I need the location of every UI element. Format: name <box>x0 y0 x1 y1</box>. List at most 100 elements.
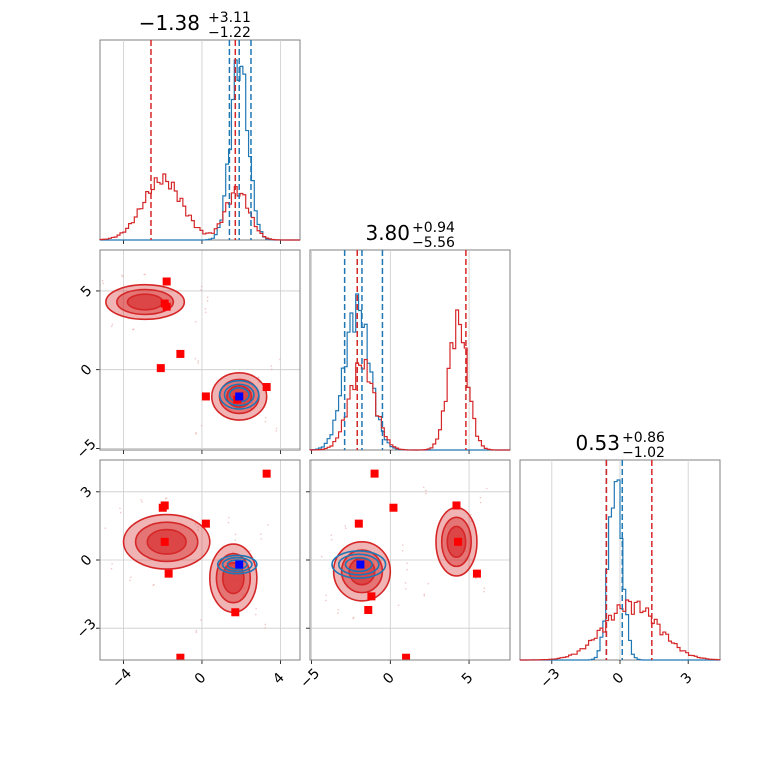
pair-p0-p2-xtick-label: 0 <box>192 670 210 688</box>
marginal-p0-frame <box>99 39 301 241</box>
pair-p0-p1-truth-a <box>235 392 244 401</box>
marginal-p0-hist-a <box>100 59 300 241</box>
pair-p1-p2-sample <box>475 577 477 580</box>
pair-p0-p2-sample <box>234 533 237 536</box>
pair-p0-p1-sample <box>250 407 252 409</box>
pair-p1-p2-contour-a-0-level-0 <box>331 550 387 579</box>
pair-p1-p2-sample <box>470 513 472 516</box>
title-p2: 0.53 <box>575 431 620 455</box>
title-p1-upper: +0.94 <box>412 220 455 236</box>
pair-p0-p1: −5 0 5 <box>74 249 301 462</box>
pair-p0-p2-sample <box>234 539 237 542</box>
pair-p0-p1-truth-b <box>176 349 185 358</box>
pair-p0-p2-xtick-label: −4 <box>109 666 135 692</box>
pair-p0-p2-sample <box>249 550 251 552</box>
pair-p1-p2-frame <box>309 459 511 661</box>
title-p1: 3.80 <box>365 221 410 245</box>
pair-p0-p2-sample <box>243 586 245 589</box>
pair-p1-p2-sample <box>479 496 482 499</box>
pair-p0-p2-sample <box>254 613 257 616</box>
pair-p1-p2-sample <box>406 562 408 565</box>
pair-p0-p1-truth-b <box>162 302 171 311</box>
pair-p1-p2-truth-b <box>389 503 398 512</box>
marginal-p1-hist-a <box>309 293 510 451</box>
pair-p0-p2-sample <box>264 623 267 626</box>
pair-p0-p1-sample <box>200 289 203 291</box>
marginal-p1-frame <box>309 249 511 451</box>
pair-p0-p1-sample <box>102 282 105 285</box>
pair-p0-p2-contour-a-0-level-0 <box>216 554 258 575</box>
pair-p1-p2-sample <box>464 557 467 560</box>
pair-p0-p1-sample <box>204 307 207 310</box>
pair-p0-p2-sample <box>197 526 200 528</box>
pair-p1-p2-contour-a-0-level-2 <box>344 556 374 573</box>
pair-p1-p2-sample <box>337 612 339 614</box>
pair-p0-p2-sample <box>129 576 132 578</box>
pair-p0-p1-sample <box>110 325 113 328</box>
pair-p0-p1-truth-b <box>156 364 165 373</box>
pair-p1-p2-sample <box>427 582 430 585</box>
pair-p1-p2-sample <box>479 501 482 504</box>
pair-p0-p2-sample <box>228 516 230 519</box>
marginal-p1 <box>309 249 511 454</box>
pair-p0-p1-sample <box>275 427 278 430</box>
pair-p1-p2-sample <box>425 489 427 492</box>
pair-p0-p1-sample <box>200 424 203 427</box>
pair-p1-p2-truth-a <box>356 560 365 569</box>
pair-p0-p2-contour-a-0-level-1 <box>221 556 253 573</box>
pair-p1-p2-sample <box>401 549 404 552</box>
pair-p0-p1-sample <box>197 360 200 362</box>
pair-p0-p1-truth-b <box>162 277 171 286</box>
pair-p0-p1-contour-a-0-level-1 <box>223 383 255 407</box>
pair-p0-p1-sample <box>206 300 209 302</box>
pair-p1-p2-sample <box>464 550 467 553</box>
pair-p0-p2-sample <box>152 584 154 587</box>
pair-p1-p2-sample <box>404 588 407 590</box>
pair-p1-p2-sample <box>352 617 354 620</box>
pair-p0-p1-sample <box>270 368 273 371</box>
pair-p1-p2-truth-b <box>472 569 481 578</box>
pair-p1-p2-truth-b <box>454 537 463 546</box>
pair-p1-p2-xtick-label: −5 <box>297 666 323 692</box>
pair-p0-p1-sample <box>206 296 209 299</box>
pair-p1-p2-sample <box>402 544 404 546</box>
pair-p0-p1-contour-b-0-level-2 <box>126 293 164 311</box>
pair-p0-p2-sample <box>260 538 263 540</box>
pair-p0-p2-truth-b <box>231 608 240 617</box>
pair-p1-p2-truth-b <box>370 469 379 478</box>
pair-p0-p1-sample <box>197 362 199 364</box>
pair-p0-p1-truth-b <box>262 383 271 392</box>
pair-p0-p2-sample <box>140 499 142 501</box>
pair-p0-p2-sample <box>195 629 198 632</box>
pair-p0-p2-sample <box>104 527 107 529</box>
pair-p1-p2-sample <box>404 582 407 584</box>
pair-p0-p1-sample <box>101 279 104 282</box>
pair-p1-p2-sample <box>406 568 408 571</box>
title-p2-value: 0.53 <box>575 431 620 455</box>
pair-p0-p2-content <box>104 469 271 660</box>
title-p0-upper: +3.11 <box>208 10 251 26</box>
pair-p0-p2-sample <box>195 631 198 633</box>
pair-p0-p2-sample <box>242 594 245 596</box>
pair-p0-p2-truth-b <box>176 653 185 660</box>
pair-p1-p2-content <box>320 469 488 660</box>
title-p1-lower: −5.56 <box>412 235 455 251</box>
pair-p1-p2-sample <box>344 527 347 529</box>
pair-p1-p2-truth-b <box>452 501 461 510</box>
pair-p0-p1-sample <box>121 275 124 278</box>
pair-p0-p1-contour-a-0-level-0 <box>218 379 260 410</box>
title-p2-upper: +0.86 <box>622 430 665 446</box>
pair-p1-p2-xtick-label: 0 <box>380 670 398 688</box>
pair-p1-p2-sample <box>344 525 346 527</box>
pair-p0-p2-sample <box>110 567 113 570</box>
pair-p1-p2-sample <box>486 487 488 490</box>
pair-p0-p1-sample <box>195 432 197 434</box>
pair-p0-p2-truth-b <box>262 469 271 478</box>
pair-p1-p2-sample <box>330 538 333 541</box>
pair-p0-p2-sample <box>197 529 199 531</box>
pair-p1-p2-sample <box>423 593 426 596</box>
pair-p0-p2-sample <box>267 524 270 526</box>
marginal-p2-xtick-label: −3 <box>537 666 563 692</box>
pair-p1-p2-sample <box>424 492 427 495</box>
pair-p0-p2-sample <box>232 551 234 554</box>
